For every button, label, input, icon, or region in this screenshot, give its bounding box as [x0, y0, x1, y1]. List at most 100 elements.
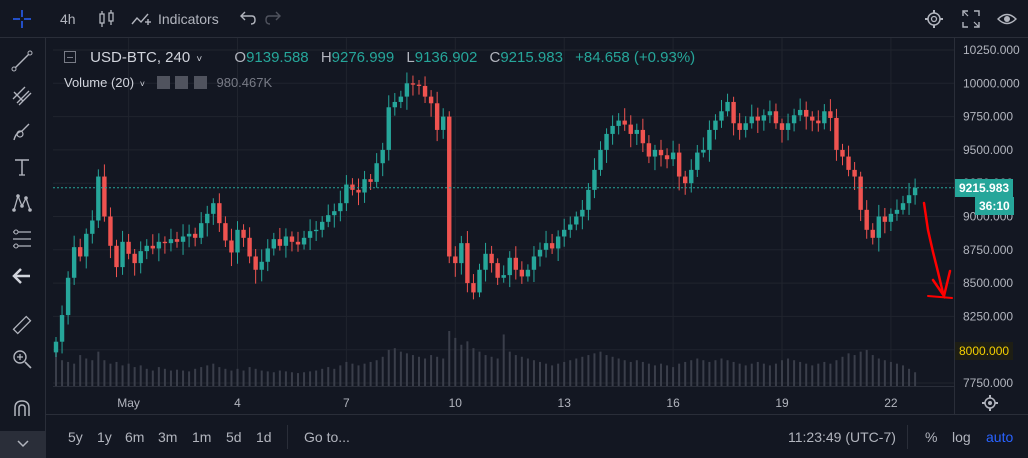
- trend-line-icon[interactable]: [11, 50, 33, 72]
- symbol-dropdown-icon[interactable]: ˅: [196, 54, 203, 65]
- candle: [598, 141, 603, 176]
- volume-bar: [206, 365, 209, 386]
- candle-type-icon[interactable]: [97, 9, 117, 29]
- eye-icon[interactable]: [997, 9, 1017, 29]
- candle-body: [192, 233, 198, 238]
- volume-bar: [551, 365, 554, 386]
- auto-toggle[interactable]: auto: [986, 429, 1014, 445]
- candle-body: [828, 111, 833, 118]
- symbol-label[interactable]: USD-BTC, 240: [90, 49, 191, 66]
- indicators-icon[interactable]: [131, 9, 151, 29]
- volume-bar: [647, 363, 650, 386]
- goto-button[interactable]: Go to...: [304, 429, 350, 445]
- pattern-icon[interactable]: [11, 192, 33, 214]
- symbol-toggle-icon[interactable]: [64, 51, 76, 63]
- volume-bar: [829, 363, 832, 386]
- candle: [168, 228, 174, 252]
- candles: [53, 72, 918, 358]
- range-1d[interactable]: 1d: [256, 429, 272, 445]
- percent-toggle[interactable]: %: [925, 429, 938, 445]
- volume-dropdown-icon[interactable]: ˅: [139, 79, 145, 89]
- candle: [846, 145, 851, 177]
- candle-body: [289, 236, 295, 242]
- volume-bar: [611, 356, 614, 386]
- crosshair-icon[interactable]: [12, 9, 32, 29]
- time-tick-label: 19: [775, 396, 789, 410]
- candle-body: [374, 163, 379, 182]
- candle-body: [652, 149, 658, 157]
- volume-label[interactable]: Volume (20): [64, 75, 135, 90]
- projection-icon[interactable]: [11, 228, 33, 250]
- volume-bar: [418, 356, 420, 386]
- volume-bar: [260, 370, 263, 386]
- volume-bar: [557, 363, 560, 386]
- redo-icon[interactable]: [264, 9, 284, 29]
- candle: [434, 91, 440, 142]
- candle-body: [840, 149, 845, 157]
- settings-gear-icon[interactable]: [924, 9, 944, 29]
- candle-body: [531, 256, 537, 270]
- candle: [864, 200, 869, 239]
- candle-body: [568, 224, 573, 230]
- volume-bar: [218, 367, 221, 386]
- candle: [658, 139, 664, 167]
- volume-bar: [883, 360, 886, 386]
- candle: [344, 175, 349, 212]
- candle: [235, 221, 240, 264]
- range-1m[interactable]: 1m: [192, 429, 212, 445]
- ohlc-legend: USD-BTC, 240 ˅ O9139.588 H9276.999 L9136…: [64, 46, 703, 70]
- candle: [138, 241, 143, 274]
- candle-body: [428, 96, 434, 104]
- candle-body: [96, 176, 101, 221]
- volume-bar: [526, 358, 529, 386]
- volume-bar: [660, 363, 662, 386]
- pitchfork-icon[interactable]: [11, 85, 33, 107]
- magnet-icon[interactable]: [11, 398, 33, 420]
- candle-body: [816, 120, 821, 124]
- candle: [410, 75, 416, 96]
- range-6m[interactable]: 6m: [125, 429, 145, 445]
- volume-settings-icon[interactable]: [175, 76, 189, 89]
- interval-button[interactable]: 4h: [60, 11, 76, 27]
- annotation-arrow[interactable]: [922, 201, 953, 300]
- range-5y[interactable]: 5y: [68, 429, 83, 445]
- candle-body: [301, 237, 307, 245]
- clock-readout[interactable]: 11:23:49 (UTC-7): [788, 429, 896, 445]
- candle-body: [295, 241, 301, 245]
- time-tick-label: 13: [558, 396, 572, 410]
- volume-bar: [768, 365, 771, 386]
- candle-body: [477, 269, 482, 293]
- volume-bar: [835, 360, 838, 386]
- back-arrow-icon[interactable]: [11, 265, 33, 287]
- volume-bar: [811, 365, 814, 386]
- volume-bar: [750, 363, 753, 386]
- fullscreen-icon[interactable]: [961, 9, 981, 29]
- ruler-icon[interactable]: [11, 314, 33, 336]
- zoom-in-icon[interactable]: [11, 348, 33, 370]
- volume-bar: [303, 372, 306, 386]
- brush-icon[interactable]: [11, 121, 33, 143]
- axis-settings-icon[interactable]: [982, 395, 998, 411]
- range-3m[interactable]: 3m: [158, 429, 178, 445]
- candle-body: [912, 187, 918, 196]
- range-1y[interactable]: 1y: [97, 429, 112, 445]
- candle: [906, 182, 912, 215]
- undo-icon[interactable]: [237, 9, 257, 29]
- candle-body: [676, 152, 682, 177]
- candle-body: [501, 275, 506, 278]
- candle-body: [761, 115, 767, 121]
- time-axis[interactable]: May 4 7 10 13 16 19 22: [53, 386, 954, 411]
- collapse-toolbar-button[interactable]: [0, 431, 46, 458]
- text-tool-icon[interactable]: [11, 156, 33, 178]
- candle-body: [138, 251, 143, 264]
- candle-body: [404, 83, 410, 97]
- candle: [810, 111, 815, 132]
- volume-eye-icon[interactable]: [156, 76, 170, 89]
- range-5d[interactable]: 5d: [226, 429, 242, 445]
- candle-body: [90, 220, 95, 234]
- indicators-button[interactable]: Indicators: [158, 11, 219, 27]
- volume-bar: [629, 361, 632, 386]
- volume-close-icon[interactable]: [193, 76, 207, 89]
- log-toggle[interactable]: log: [952, 429, 971, 445]
